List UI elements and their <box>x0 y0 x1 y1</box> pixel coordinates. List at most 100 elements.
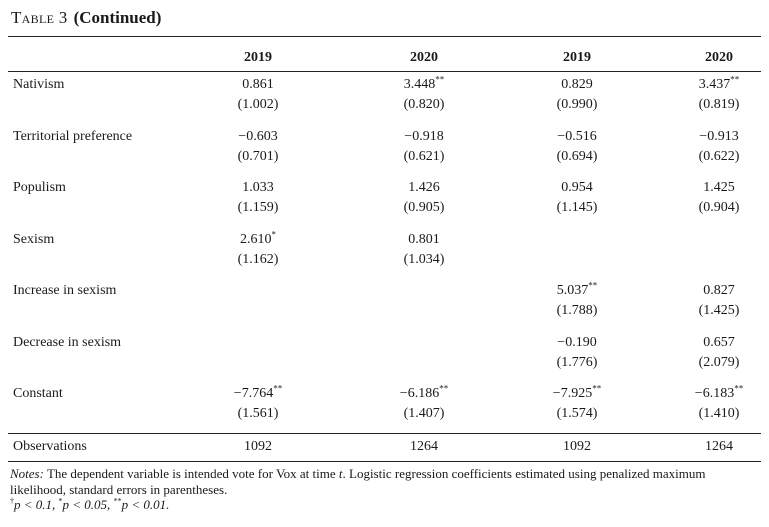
significance-legend: †p < 0.1, *p < 0.05, **p < 0.01. <box>10 497 169 513</box>
standard-error-cell: (0.621) <box>403 149 445 164</box>
row-label: Nativism <box>13 77 65 92</box>
coefficient-cell: 5.037** <box>532 280 622 300</box>
table-title: Table 3 (Continued) <box>11 8 161 28</box>
observations-value: 1092 <box>244 439 272 454</box>
coefficient-cell: −6.186** <box>379 383 469 403</box>
top-rule <box>8 36 761 37</box>
row-label: Constant <box>13 386 63 401</box>
obs-rule <box>8 433 761 434</box>
significance-stars: ** <box>273 383 283 394</box>
coefficient-value: 0.657 <box>703 335 735 350</box>
standard-error-cell: (1.788) <box>556 303 598 318</box>
coefficient-cell: 0.827 <box>674 282 764 300</box>
coefficient-cell: 3.437** <box>674 74 764 94</box>
coefficient-cell: −7.764** <box>213 383 303 403</box>
standard-error-cell: (0.904) <box>698 200 740 215</box>
sig-text: p < 0.01. <box>121 497 170 512</box>
coefficient-cell: −0.603 <box>213 128 303 146</box>
coefficient-value: −7.764 <box>233 386 274 401</box>
coefficient-value: −0.603 <box>238 129 278 144</box>
header-rule <box>8 71 761 72</box>
standard-error-cell: (0.990) <box>556 97 598 112</box>
coefficient-value: 1.033 <box>242 180 274 195</box>
standard-error-cell: (1.162) <box>237 252 279 267</box>
coefficient-value: 0.861 <box>242 77 274 92</box>
coefficient-value: 0.954 <box>561 180 593 195</box>
coefficient-cell: 0.861 <box>213 76 303 94</box>
standard-error-cell: (1.145) <box>556 200 598 215</box>
column-header: 2019 <box>244 50 272 65</box>
column-header: 2020 <box>705 50 733 65</box>
significance-stars: ** <box>730 74 740 85</box>
coefficient-cell: −7.925** <box>532 383 622 403</box>
coefficient-cell: −0.190 <box>532 334 622 352</box>
coefficient-cell: 3.448** <box>379 74 469 94</box>
significance-stars: * <box>271 229 277 240</box>
sig-mark: † <box>10 496 14 506</box>
row-label: Territorial preference <box>13 129 133 144</box>
column-header: 2020 <box>410 50 438 65</box>
coefficient-cell: 1.033 <box>213 179 303 197</box>
observations-value: 1264 <box>410 439 438 454</box>
sig-mark: ** <box>113 496 122 506</box>
notes-text-2: . Logistic regression coefficients estim… <box>10 466 706 497</box>
observations-label: Observations <box>13 439 87 454</box>
standard-error-cell: (0.819) <box>698 97 740 112</box>
standard-error-cell: (1.776) <box>556 355 598 370</box>
standard-error-cell: (2.079) <box>698 355 740 370</box>
standard-error-cell: (1.561) <box>237 406 279 421</box>
coefficient-cell: 0.801 <box>379 231 469 249</box>
coefficient-value: −0.913 <box>699 129 739 144</box>
standard-error-cell: (0.820) <box>403 97 445 112</box>
standard-error-cell: (1.425) <box>698 303 740 318</box>
standard-error-cell: (1.034) <box>403 252 445 267</box>
coefficient-value: 3.448 <box>403 77 436 92</box>
column-header: 2019 <box>563 50 591 65</box>
coefficient-value: 2.610 <box>240 232 272 247</box>
table-label: Table 3 <box>11 8 68 27</box>
coefficient-cell: −0.913 <box>674 128 764 146</box>
significance-stars: ** <box>435 74 445 85</box>
coefficient-value: 3.437 <box>698 77 731 92</box>
row-label: Sexism <box>13 232 55 247</box>
coefficient-value: 0.829 <box>561 77 593 92</box>
standard-error-cell: (0.905) <box>403 200 445 215</box>
sig-text: p < 0.1, <box>14 497 59 512</box>
standard-error-cell: (0.701) <box>237 149 279 164</box>
coefficient-value: −6.183 <box>694 386 735 401</box>
standard-error-cell: (1.159) <box>237 200 279 215</box>
coefficient-cell: 1.425 <box>674 179 764 197</box>
notes-text: The dependent variable is intended vote … <box>46 466 336 481</box>
row-label: Increase in sexism <box>13 283 117 298</box>
coefficient-cell: 0.657 <box>674 334 764 352</box>
coefficient-cell: −0.918 <box>379 128 469 146</box>
coefficient-value: 1.426 <box>408 180 440 195</box>
coefficient-cell: 0.954 <box>532 179 622 197</box>
coefficient-cell: −6.183** <box>674 383 764 403</box>
standard-error-cell: (0.622) <box>698 149 740 164</box>
significance-stars: ** <box>734 383 744 394</box>
coefficient-value: 1.425 <box>703 180 735 195</box>
standard-error-cell: (1.407) <box>403 406 445 421</box>
standard-error-cell: (0.694) <box>556 149 598 164</box>
table-notes: Notes: The dependent variable is intende… <box>10 466 762 498</box>
notes-label: Notes: <box>10 466 44 481</box>
coefficient-cell: 2.610* <box>213 229 303 249</box>
coefficient-value: −0.918 <box>404 129 444 144</box>
coefficient-value: −0.190 <box>557 335 597 350</box>
coefficient-value: −6.186 <box>399 386 440 401</box>
notes-t: t <box>338 466 343 481</box>
observations-value: 1092 <box>563 439 591 454</box>
significance-stars: ** <box>439 383 449 394</box>
table-continued: (Continued) <box>73 8 162 27</box>
significance-stars: ** <box>592 383 602 394</box>
coefficient-value: 5.037 <box>556 283 589 298</box>
bottom-rule <box>8 461 761 462</box>
significance-stars: ** <box>588 280 598 291</box>
standard-error-cell: (1.002) <box>237 97 279 112</box>
coefficient-value: −7.925 <box>552 386 593 401</box>
standard-error-cell: (1.410) <box>698 406 740 421</box>
coefficient-value: 0.801 <box>408 232 440 247</box>
observations-value: 1264 <box>705 439 733 454</box>
coefficient-value: −0.516 <box>557 129 597 144</box>
